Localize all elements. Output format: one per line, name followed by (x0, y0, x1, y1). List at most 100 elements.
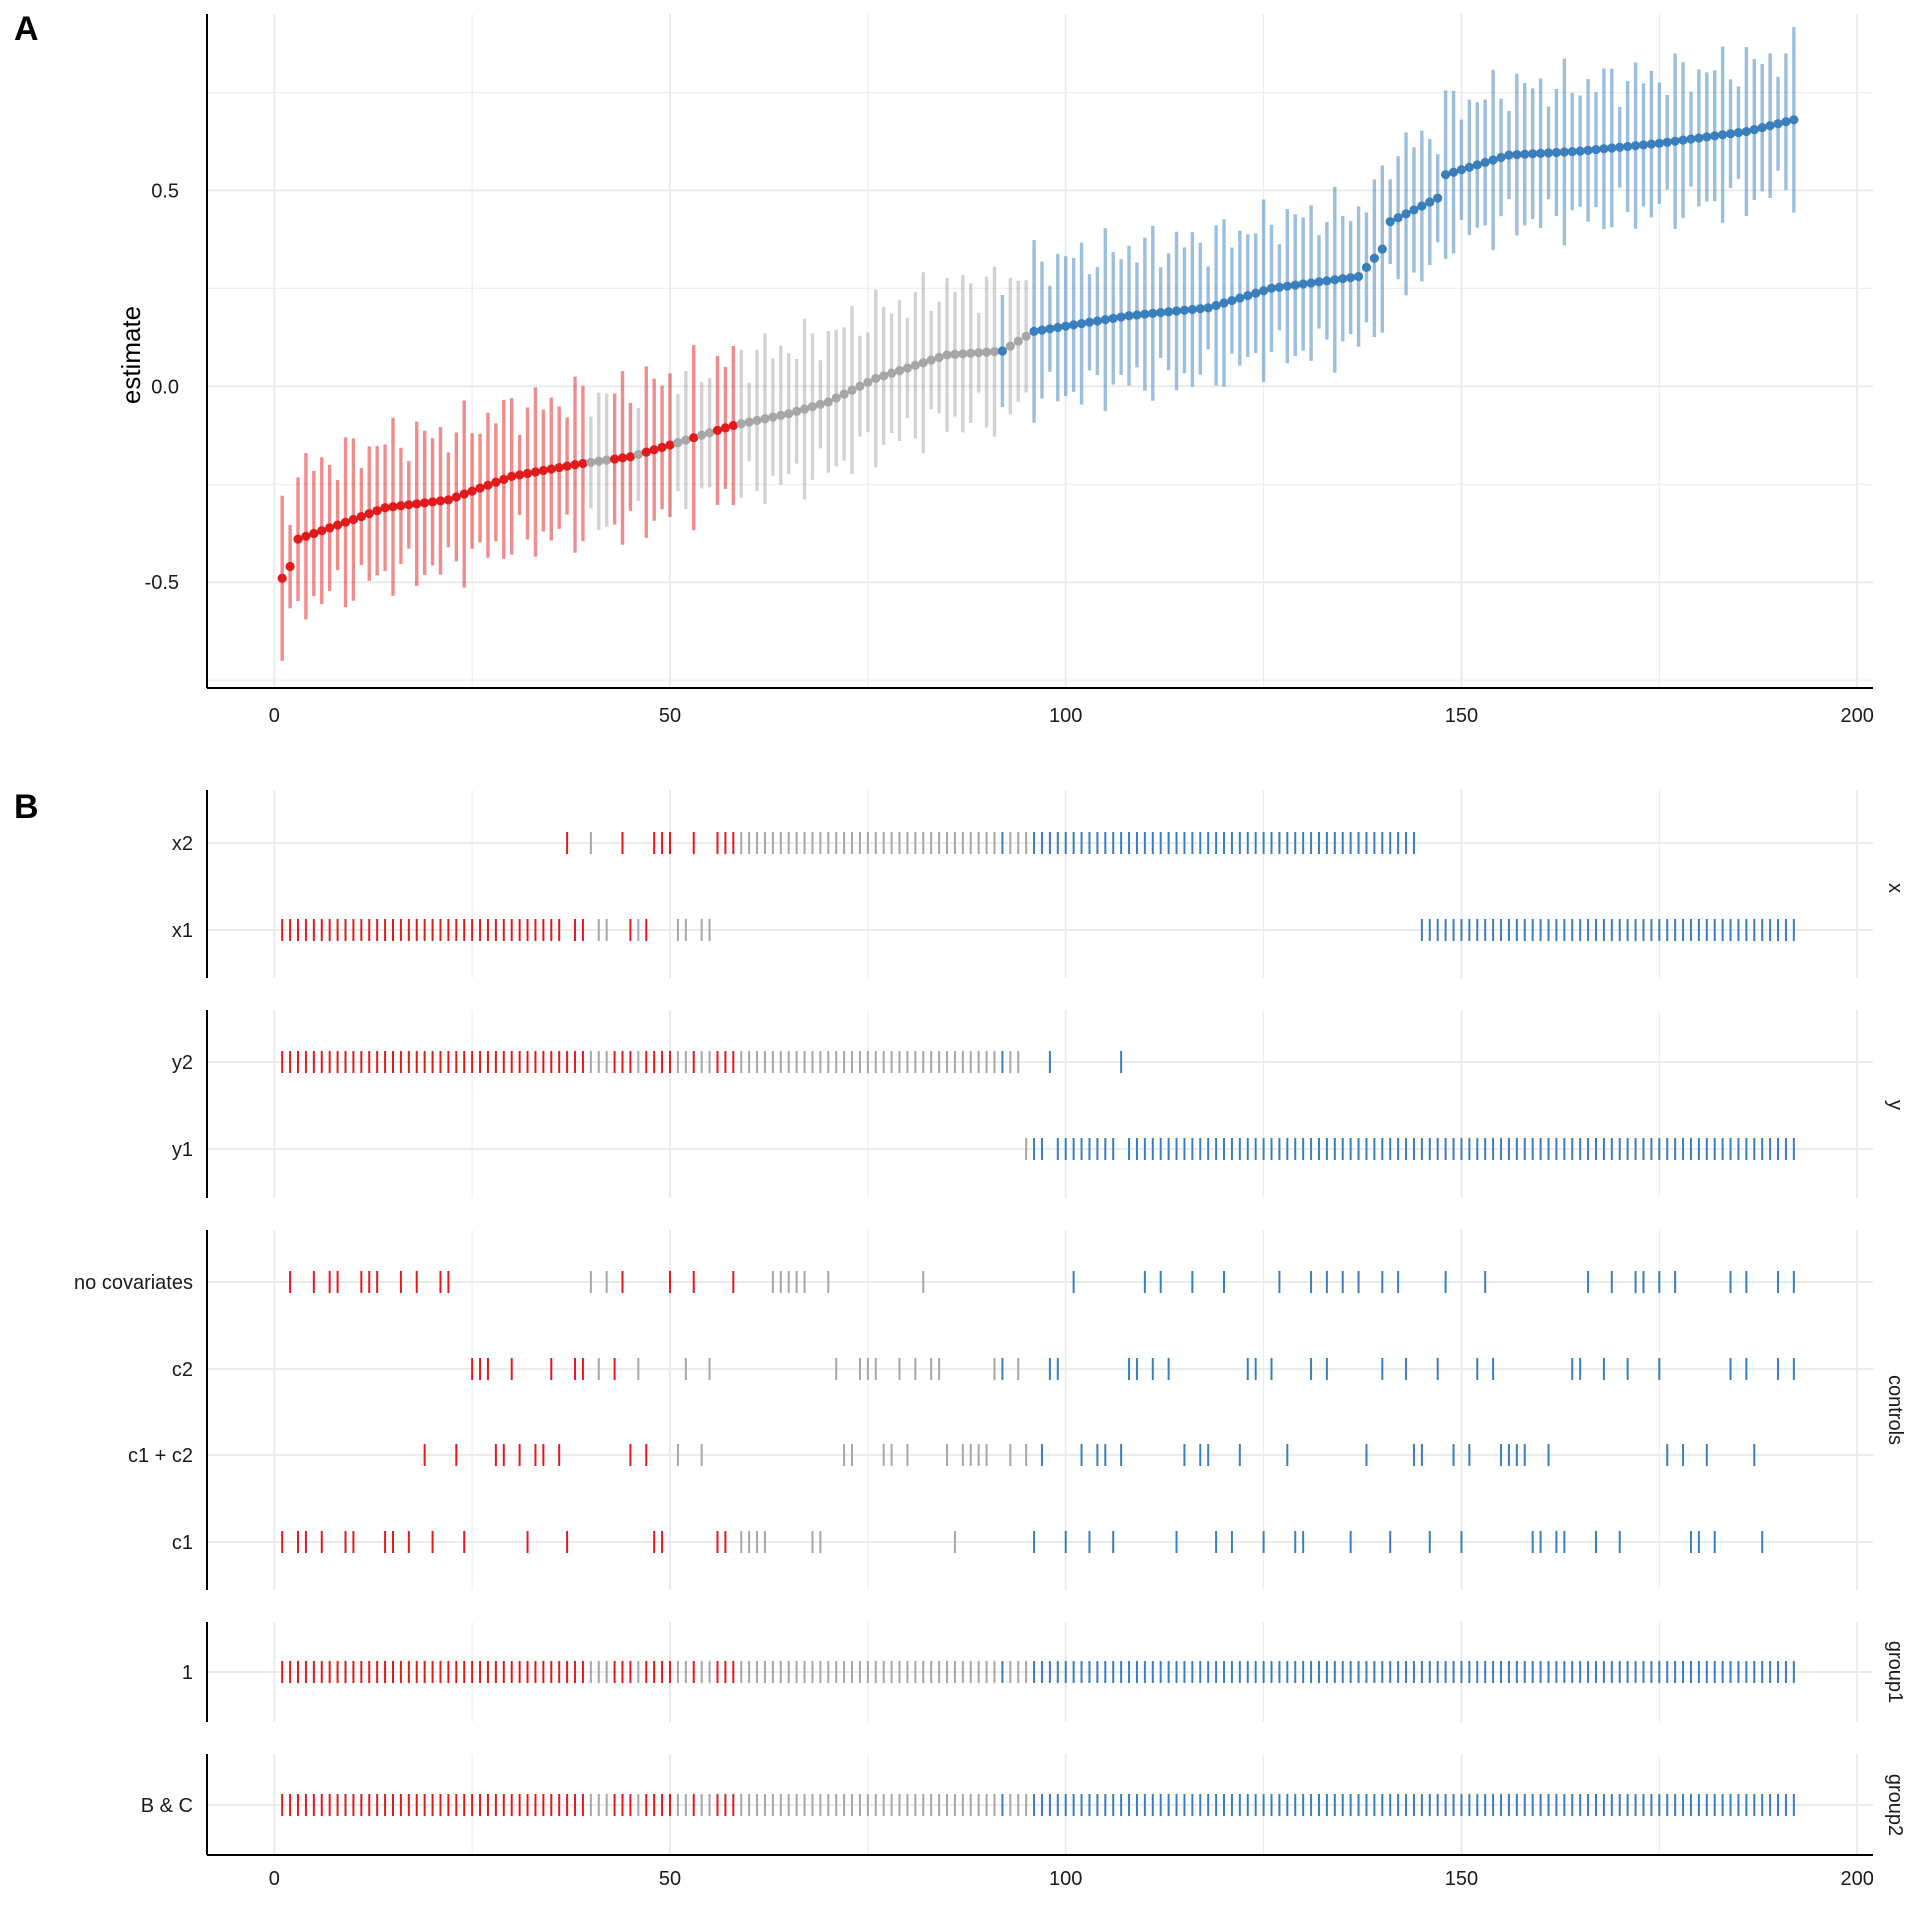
estimate-point (1662, 137, 1672, 147)
estimate-point (855, 381, 865, 391)
estimate-point (309, 528, 319, 539)
estimate-point (578, 458, 588, 469)
estimate-point (1140, 309, 1150, 319)
estimate-point (1591, 144, 1601, 155)
estimate-point (1251, 288, 1261, 298)
estimate-point (1567, 146, 1577, 157)
facet-strip-label: group1 (1884, 1641, 1906, 1703)
estimate-point (325, 523, 335, 533)
estimate-point (451, 492, 461, 502)
estimate-point (1623, 141, 1633, 152)
estimate-point (443, 495, 453, 505)
estimate-point (317, 526, 327, 536)
estimate-point (1306, 278, 1316, 288)
estimate-point (467, 486, 477, 496)
estimate-point (974, 348, 984, 358)
estimate-point (1425, 197, 1435, 207)
estimate-point (657, 442, 667, 452)
estimate-point (1369, 253, 1379, 263)
estimate-point (744, 417, 754, 427)
row-label: 1 (182, 1662, 193, 1684)
estimate-point (1646, 139, 1656, 149)
estimate-point (1472, 160, 1482, 170)
x-tick-label: 0 (269, 705, 280, 727)
estimate-point (1488, 155, 1498, 165)
estimate-point (1551, 147, 1562, 158)
estimate-point (301, 531, 311, 541)
estimate-point (1013, 336, 1023, 346)
estimate-point (1377, 244, 1387, 254)
facet-strip-label: group2 (1884, 1774, 1906, 1836)
estimate-point (1678, 135, 1688, 145)
estimate-point (475, 483, 485, 493)
estimate-point (293, 534, 303, 544)
estimate-point (1219, 298, 1229, 308)
estimate-point (863, 377, 873, 387)
estimate-point (1084, 317, 1095, 327)
estimate-point (396, 501, 406, 511)
estimate-point (1528, 149, 1538, 159)
estimate-point (1638, 140, 1649, 150)
estimate-point (918, 358, 928, 368)
estimate-point (1741, 126, 1751, 137)
row-label: c1 + c2 (128, 1445, 193, 1467)
row-label: c2 (172, 1359, 193, 1381)
estimate-point (1686, 134, 1696, 144)
estimate-point (1480, 157, 1490, 168)
facet-strip-label: controls (1884, 1375, 1906, 1445)
estimate-point (1187, 304, 1197, 315)
estimate-point (1069, 320, 1079, 330)
estimate-point (823, 397, 833, 407)
estimate-point (792, 406, 802, 416)
estimate-point (1156, 307, 1166, 318)
estimate-point (712, 425, 723, 435)
facet-strip-label: x (1884, 883, 1906, 893)
y-axis-title: estimate (116, 306, 146, 404)
estimate-point (1116, 312, 1126, 322)
estimate-point (633, 449, 643, 460)
row-label: y1 (172, 1139, 193, 1161)
x-tick-label: 150 (1445, 1868, 1478, 1890)
estimate-point (847, 385, 857, 395)
estimate-point (609, 454, 620, 464)
estimate-point (1535, 148, 1546, 158)
estimate-point (1773, 119, 1783, 129)
estimate-point (1456, 165, 1467, 175)
estimate-point (1314, 277, 1324, 287)
estimate-point (1520, 149, 1530, 159)
estimate-point (831, 393, 841, 403)
estimate-point (1092, 316, 1102, 326)
estimate-point (1441, 170, 1451, 180)
row-label: B & C (141, 1795, 193, 1817)
x-tick-label: 100 (1049, 1868, 1082, 1890)
panel-b-letter: B (14, 788, 39, 826)
estimate-point (1670, 136, 1680, 146)
estimate-point (340, 517, 351, 527)
estimate-point (768, 412, 778, 422)
estimate-point (1258, 286, 1269, 296)
estimate-point (570, 460, 580, 470)
x-tick-label: 50 (659, 705, 681, 727)
estimate-point (752, 415, 762, 426)
estimate-point (815, 399, 825, 409)
estimate-point (625, 452, 636, 462)
estimate-point (364, 509, 374, 519)
estimate-point (910, 360, 920, 370)
estimate-point (1124, 311, 1134, 321)
estimate-point (681, 435, 691, 445)
estimate-point (586, 457, 596, 468)
estimate-point (1195, 304, 1205, 314)
panel-a-tick-labels: -0.5 0.0 0.5 0 50 100 150 200 (145, 180, 1874, 727)
panel-b-facets: x2 x1 x y2 y1 y no covariates c2 c1 + c2 c1 contro… (74, 790, 1906, 1855)
estimate-point (427, 497, 438, 507)
estimate-point (1037, 325, 1047, 335)
estimate-point (839, 389, 849, 399)
estimate-point (1702, 132, 1712, 142)
estimate-point (554, 462, 564, 473)
estimate-point (435, 496, 446, 506)
estimate-point (1108, 313, 1118, 323)
estimate-point (1512, 150, 1522, 160)
estimate-point (871, 373, 881, 384)
facet-x: x2 x1 x (172, 790, 1906, 978)
